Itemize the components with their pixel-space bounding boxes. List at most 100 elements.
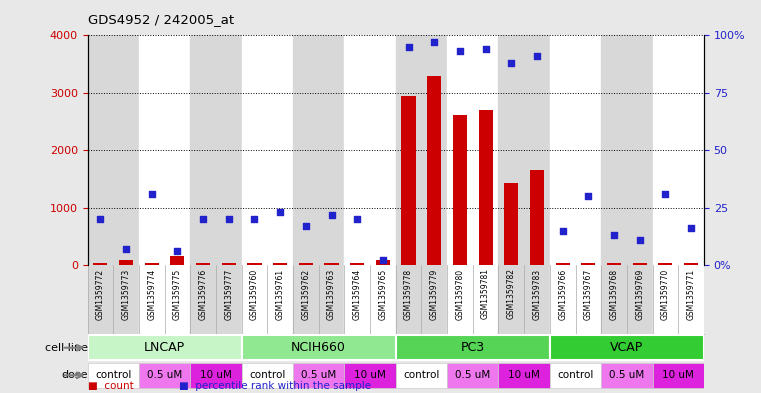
Bar [267,265,293,334]
Bar [88,35,113,265]
Bar [113,35,139,265]
Text: 0.5 uM: 0.5 uM [455,370,490,380]
Bar [684,263,698,265]
Bar [473,35,498,265]
Bar [653,265,678,334]
Text: VCAP: VCAP [610,341,644,354]
Text: NCIH660: NCIH660 [291,341,346,354]
Bar [447,363,498,387]
Text: GSM1359762: GSM1359762 [301,268,310,320]
Bar [139,35,164,265]
Point [479,46,492,52]
Text: GSM1359782: GSM1359782 [507,268,516,320]
Bar [190,265,216,334]
Text: control: control [95,370,132,380]
Bar [344,35,370,265]
Bar [653,35,678,265]
Text: GSM1359765: GSM1359765 [378,268,387,320]
Bar [498,265,524,334]
Bar [242,35,267,265]
Bar [242,265,267,334]
Point [274,209,286,215]
Bar [678,35,704,265]
Bar [139,265,164,334]
Text: 0.5 uM: 0.5 uM [147,370,182,380]
Point [608,232,620,238]
Point [351,216,363,222]
Text: GSM1359761: GSM1359761 [275,268,285,320]
Text: GSM1359769: GSM1359769 [635,268,645,320]
Text: GSM1359764: GSM1359764 [352,268,361,320]
Bar [88,265,113,334]
Bar [196,263,210,265]
Bar [242,363,293,387]
Text: GSM1359783: GSM1359783 [533,268,542,320]
Bar [88,335,242,360]
Bar [653,363,704,387]
Bar [627,35,653,265]
Bar [221,263,236,265]
Bar [94,263,107,265]
Bar [216,35,242,265]
Bar [293,35,319,265]
Bar [88,363,139,387]
Text: GSM1359772: GSM1359772 [96,268,105,320]
Text: PC3: PC3 [460,341,485,354]
Bar [607,263,621,265]
Point [377,257,389,264]
Bar [549,265,575,334]
Text: LNCAP: LNCAP [144,341,185,354]
Text: dose: dose [61,370,88,380]
Bar [242,335,396,360]
Bar [319,265,345,334]
Point [248,216,260,222]
Bar [190,35,216,265]
Bar [344,363,396,387]
Text: control: control [249,370,285,380]
Bar [575,35,601,265]
Text: GSM1359767: GSM1359767 [584,268,593,320]
Text: GSM1359777: GSM1359777 [224,268,234,320]
Bar [658,263,673,265]
Point [428,39,441,46]
Bar [396,335,549,360]
Bar [575,265,601,334]
Bar [293,363,344,387]
Bar [293,265,319,334]
Point [120,246,132,252]
Text: GSM1359768: GSM1359768 [610,268,619,320]
Bar [632,263,647,265]
Bar [601,265,627,334]
Bar [299,263,313,265]
Bar [473,265,498,334]
Text: control: control [403,370,440,380]
Bar [505,183,518,265]
Bar [422,35,447,265]
Text: control: control [557,370,594,380]
Bar [113,265,139,334]
Point [300,223,312,229]
Text: GSM1359780: GSM1359780 [455,268,464,320]
Bar [164,35,190,265]
Point [403,44,415,50]
Text: GSM1359763: GSM1359763 [327,268,336,320]
Text: GSM1359775: GSM1359775 [173,268,182,320]
Point [94,216,107,222]
Bar [581,263,595,265]
Bar [524,265,550,334]
Bar [370,265,396,334]
Bar [498,363,549,387]
Point [634,237,646,243]
Bar [549,335,704,360]
Bar [556,263,570,265]
Point [171,248,183,254]
Bar [447,35,473,265]
Text: GSM1359779: GSM1359779 [430,268,439,320]
Point [659,191,671,197]
Bar [627,265,653,334]
Point [582,193,594,199]
Bar [164,265,190,334]
Point [685,225,697,231]
Text: 0.5 uM: 0.5 uM [301,370,336,380]
Bar [216,265,242,334]
